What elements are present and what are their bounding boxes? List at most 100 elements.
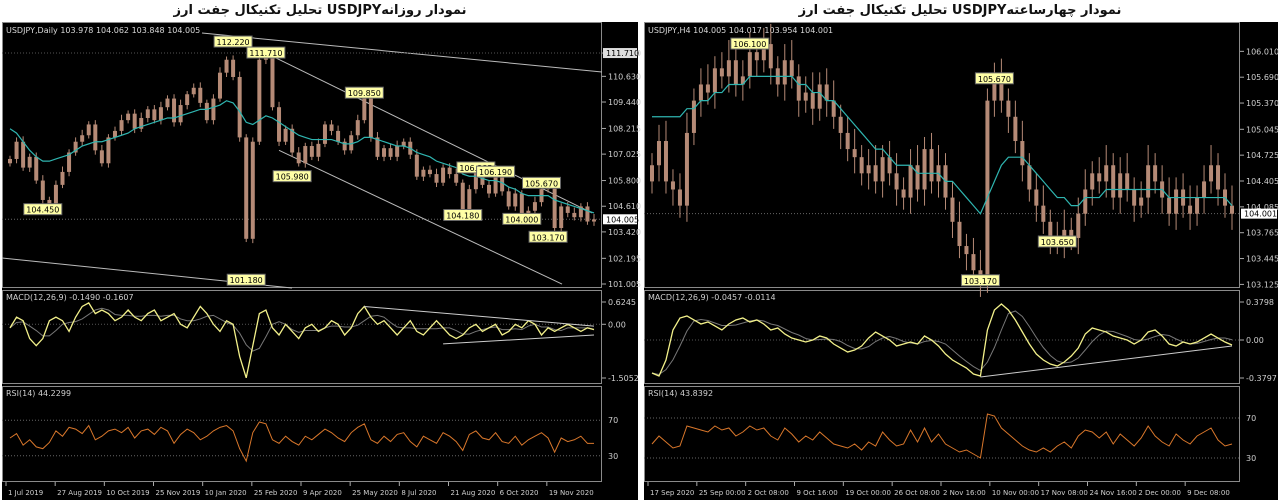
daily-current-price-label: 104.005 (606, 215, 639, 224)
h4-price-tick-label: 106.010 (1246, 47, 1279, 56)
h4-candle-body (663, 141, 668, 182)
h4-price-label-box (974, 72, 1014, 85)
daily-candle-body (427, 169, 432, 175)
daily-rsi-header: RSI(14) 44.2299 (6, 389, 71, 398)
h4-time-tick-label: 2 Oct 08:00 (748, 489, 789, 497)
h4-candle-body (971, 254, 976, 271)
h4-candle-body (691, 100, 696, 133)
h4-price-tick-label: 104.085 (1246, 203, 1279, 212)
h4-time-tick-label: 19 Oct 00:00 (845, 489, 891, 497)
h4-candle-body (1076, 213, 1081, 238)
daily-price-tick-label: 110.630 (608, 72, 641, 81)
h4-macd-tick-label: -0.3797 (1246, 374, 1277, 383)
daily-subwindow-border-2 (2, 386, 602, 482)
h4-time-tick-label: 9 Dec 08:00 (1187, 489, 1230, 497)
daily-price-label-text: 104.180 (446, 212, 479, 221)
h4-candle-body (705, 84, 710, 93)
daily-candle-body (355, 120, 360, 136)
daily-candle-body (158, 107, 163, 121)
h4-candle-body (838, 116, 843, 133)
daily-price-label-box (528, 230, 568, 243)
h4-price-label-text: 106.100 (733, 40, 766, 49)
daily-time-tick-label: 9 Apr 2020 (303, 489, 342, 497)
h4-candle-body (1125, 173, 1130, 190)
h4-candle-body (901, 189, 906, 198)
daily-price-tick-label: 108.215 (608, 124, 641, 133)
daily-price-label-text: 111.710 (249, 49, 282, 58)
daily-candle-body (487, 184, 492, 194)
daily-candle-body (152, 109, 157, 121)
h4-time-axis-background (644, 482, 1240, 500)
h4-candle-body (1006, 100, 1011, 117)
daily-time-tick-label: 8 Jul 2020 (401, 489, 436, 497)
h4-subwindow-border-1 (644, 290, 1240, 384)
daily-time-tick-label: 1 Jul 2019 (8, 489, 43, 497)
h4-price-label-text: 103.170 (964, 277, 997, 286)
daily-macd-tick-label: 0.00 (608, 320, 626, 329)
h4-candle-body (1139, 197, 1144, 206)
daily-time-tick-label: 27 Aug 2019 (57, 489, 102, 497)
h4-price-tick-label: 104.725 (1246, 151, 1279, 160)
daily-current-price-box (603, 214, 637, 225)
h4-candle-body (908, 165, 913, 198)
daily-price-label-box (443, 209, 483, 222)
daily-candle-body (86, 124, 91, 136)
h4-candle-body (922, 149, 927, 190)
daily-candle-body (73, 141, 78, 153)
daily-candle-body (93, 124, 98, 151)
daily-candle-body (106, 137, 111, 164)
h4-macd-line (651, 303, 1233, 377)
h4-candle-body (817, 84, 822, 109)
daily-candle-body (519, 193, 524, 220)
daily-candle-body (585, 206, 590, 222)
daily-candle-body (139, 117, 144, 129)
daily-channel-lower-line (278, 149, 563, 285)
daily-candle-body (513, 193, 518, 207)
daily-macd-line (9, 302, 595, 379)
daily-price-label-text: 104.450 (26, 206, 59, 215)
h4-price-label-box (1037, 235, 1077, 248)
daily-candle-body (500, 172, 505, 192)
h4-candle-body (929, 149, 934, 182)
daily-candle-body (362, 93, 367, 121)
daily-candle-body (382, 148, 387, 157)
h4-macd-tick-label: 0.3798 (1246, 298, 1274, 307)
daily-candle-body (21, 141, 26, 168)
daily-candle-body (53, 184, 58, 211)
h4-macd-trendline-lower (980, 345, 1233, 378)
h4-candle-body (677, 189, 682, 206)
daily-moving-average-line (9, 100, 595, 214)
daily-rsi-tick-label: 30 (608, 452, 618, 461)
daily-candle-body (80, 135, 85, 142)
h4-candle-body (712, 68, 717, 93)
daily-candle-body (217, 72, 222, 99)
daily-candle-body (185, 94, 190, 106)
daily-candle-body (126, 113, 131, 121)
h4-price-label-box (960, 274, 1000, 287)
h4-candle-body (810, 92, 815, 109)
daily-candle-body (592, 219, 596, 222)
daily-candle-body (401, 141, 406, 147)
daily-candle-body (132, 113, 137, 129)
h4-candle-body (726, 60, 731, 77)
daily-candle-body (250, 141, 255, 239)
h4-axis-background (1240, 22, 1278, 500)
h4-price-tick-label: 105.045 (1246, 125, 1279, 134)
daily-candle-body (395, 146, 400, 157)
daily-candle-body (342, 141, 347, 151)
h4-candle-body (873, 165, 878, 182)
daily-candle-body (99, 150, 104, 164)
h4-candle-body (999, 78, 1004, 101)
h4-current-price-label: 104.001 (1244, 210, 1277, 219)
daily-candle-body (198, 87, 203, 103)
daily-price-tick-label: 103.420 (608, 228, 641, 237)
daily-candle-body (368, 93, 373, 138)
h4-candle-body (831, 100, 836, 117)
h4-candle-body (803, 92, 808, 101)
h4-candle-body (845, 132, 850, 150)
h4-candle-body (1195, 197, 1200, 214)
daily-candle-body (60, 171, 65, 185)
daily-candle-body (349, 135, 354, 151)
h4-candle-body (740, 76, 745, 85)
